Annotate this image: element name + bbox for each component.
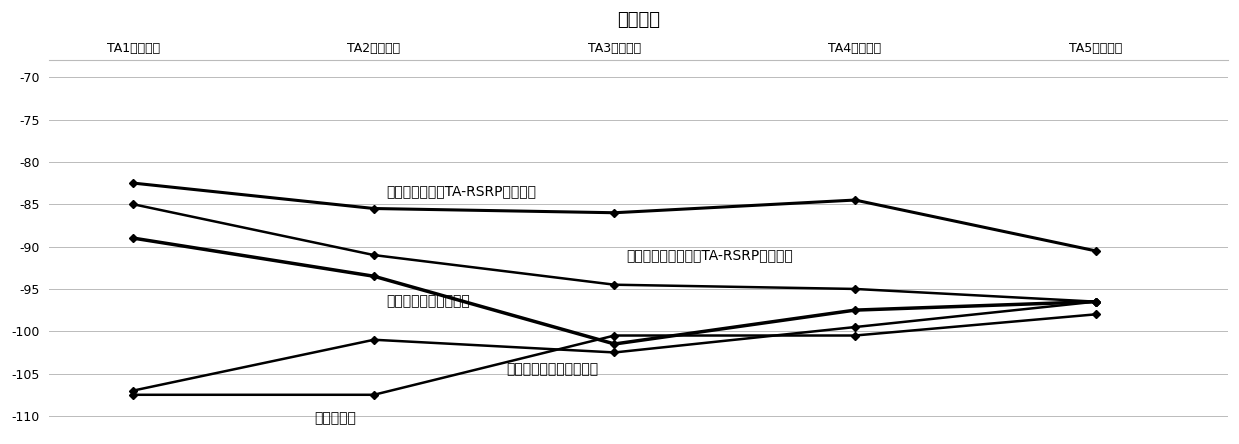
Text: 正常覆盖小区分TA-RSRP变化波形: 正常覆盖小区分TA-RSRP变化波形: [387, 185, 536, 198]
Text: 小区覆盖持续差变化波形: 小区覆盖持续差变化波形: [507, 362, 598, 377]
Text: 近端覆盖差: 近端覆盖差: [313, 412, 356, 425]
Text: 整网平均覆盖小区分TA-RSRP变化波形: 整网平均覆盖小区分TA-RSRP变化波形: [627, 248, 793, 262]
Title: 覆盖分析: 覆盖分析: [617, 11, 660, 29]
Text: 小区覆盖陡降变化波形: 小区覆盖陡降变化波形: [387, 295, 470, 309]
